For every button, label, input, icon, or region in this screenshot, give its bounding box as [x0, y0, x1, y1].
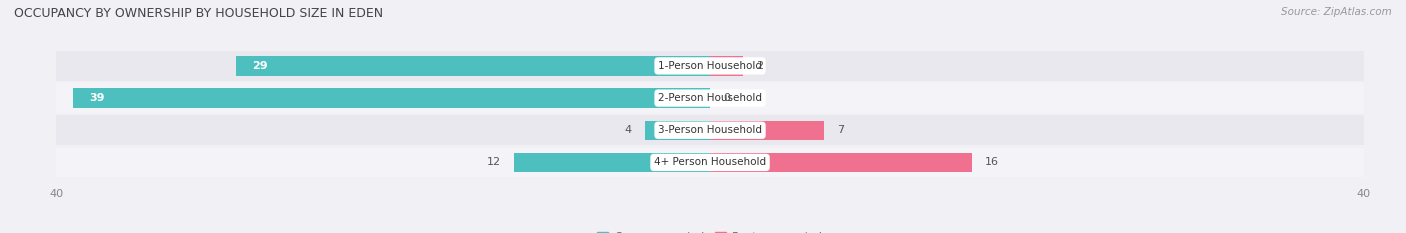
Bar — [56, 116, 1364, 145]
Bar — [515, 153, 710, 172]
Text: 29: 29 — [252, 61, 269, 71]
Text: 39: 39 — [89, 93, 104, 103]
Bar — [710, 153, 972, 172]
Bar — [73, 89, 710, 108]
Bar — [56, 148, 1364, 177]
Bar — [710, 121, 824, 140]
Text: 16: 16 — [984, 158, 998, 168]
Bar — [644, 121, 710, 140]
Text: Source: ZipAtlas.com: Source: ZipAtlas.com — [1281, 7, 1392, 17]
Text: 3-Person Household: 3-Person Household — [658, 125, 762, 135]
Text: 7: 7 — [838, 125, 845, 135]
Text: OCCUPANCY BY OWNERSHIP BY HOUSEHOLD SIZE IN EDEN: OCCUPANCY BY OWNERSHIP BY HOUSEHOLD SIZE… — [14, 7, 384, 20]
Text: 2: 2 — [756, 61, 763, 71]
Text: 12: 12 — [486, 158, 501, 168]
Bar — [710, 56, 742, 75]
Legend: Owner-occupied, Renter-occupied: Owner-occupied, Renter-occupied — [593, 227, 827, 233]
Text: 0: 0 — [723, 93, 730, 103]
Bar — [56, 83, 1364, 113]
Text: 4: 4 — [624, 125, 631, 135]
Text: 1-Person Household: 1-Person Household — [658, 61, 762, 71]
Bar — [236, 56, 710, 75]
Text: 4+ Person Household: 4+ Person Household — [654, 158, 766, 168]
Text: 2-Person Household: 2-Person Household — [658, 93, 762, 103]
Bar — [56, 51, 1364, 81]
